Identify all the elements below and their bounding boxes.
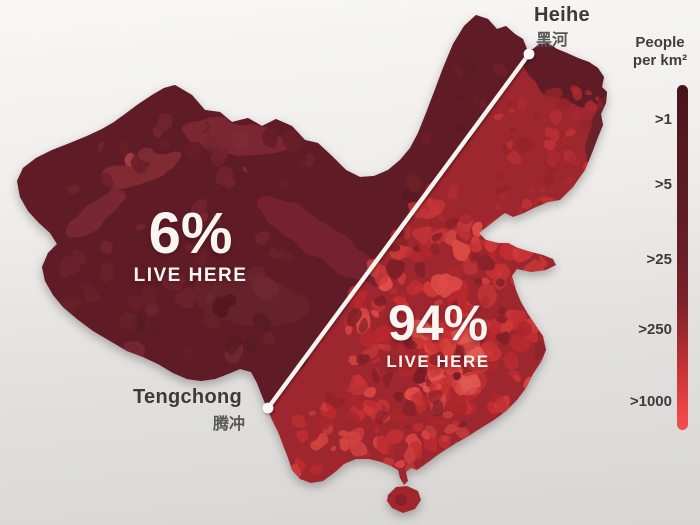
- tengchong-label-chinese: 腾冲: [212, 416, 245, 433]
- tengchong-label: Tengchong: [133, 386, 242, 408]
- density-texture-blobs: [46, 59, 605, 479]
- west-caption: LIVE HERE: [133, 265, 248, 287]
- east-caption: LIVE HERE: [386, 351, 490, 371]
- west-population-annotation: 6% LIVE HERE: [118, 201, 263, 287]
- east-percentage: 94%: [387, 295, 489, 351]
- tengchong-endpoint-dot: [262, 402, 274, 414]
- hainan-shade: [395, 494, 407, 506]
- heihe-label: Heihe: [534, 4, 590, 26]
- heihe-label-chinese: 黑河: [535, 32, 568, 49]
- heihe-endpoint-dot: [523, 48, 535, 60]
- hu-line: [265, 51, 532, 411]
- east-population-annotation: 94% LIVE HERE: [364, 295, 512, 372]
- hu-line-group: [262, 48, 535, 414]
- west-percentage: 6%: [148, 201, 233, 266]
